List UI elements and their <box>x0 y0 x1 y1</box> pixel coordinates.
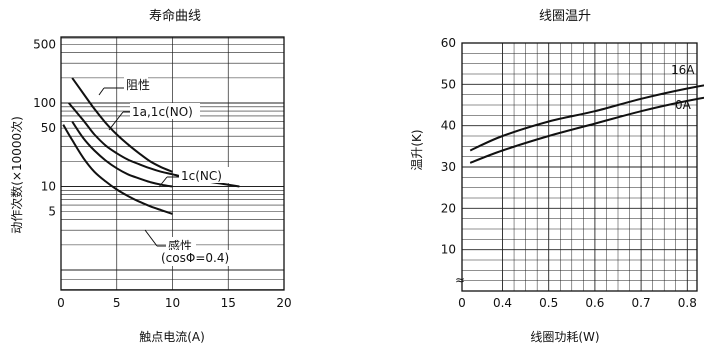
series-label-16a: 16A <box>671 63 695 77</box>
x-tick-label: 0.4 <box>493 296 512 310</box>
x-tick-label: 0.8 <box>678 296 697 310</box>
y-tick-label: 40 <box>441 119 456 133</box>
leader-line <box>158 176 168 188</box>
life-curve-title: 寿命曲线 <box>149 8 201 24</box>
x-tick-label: 20 <box>276 296 291 310</box>
life-curve-x-axis-label: 触点电流(A) <box>139 330 205 344</box>
annotation-bg <box>166 237 196 253</box>
x-tick-label: 0.7 <box>632 296 651 310</box>
coil-temp-rise-plot-frame <box>461 42 698 292</box>
annotation-bg <box>179 167 231 183</box>
y-tick-label: 60 <box>441 36 456 50</box>
leader-line <box>144 229 158 247</box>
x-origin-label: 0 <box>458 296 466 310</box>
y-tick-label: 5 <box>48 205 56 219</box>
series-line-0 <box>469 84 704 152</box>
coil-temp-rise-chart: 线圈温升 0.40.50.60.70.80.9102030405060 0 ≈ … <box>410 9 704 344</box>
series-label-0a: 0A <box>675 98 692 112</box>
annotation-bg <box>124 76 148 92</box>
coil-temp-rise-y-axis-label: 温升(K) <box>410 129 424 170</box>
annotation-power-factor: (cosΦ=0.4) <box>161 251 229 265</box>
coil-temp-rise-series-labels: 16A 0A <box>671 63 695 112</box>
leader-line <box>108 111 124 131</box>
life-curve-grid <box>60 37 285 290</box>
y-tick-label: 50 <box>441 77 456 91</box>
y-tick-label: 100 <box>33 96 56 110</box>
coil-temp-rise-title: 线圈温升 <box>539 9 591 24</box>
annotation-resistive: 阻性 <box>126 78 150 92</box>
life-curve-annotations: 阻性 1a,1c(NO) 1c(NC) 感性 (cosΦ=0.4) <box>98 76 253 266</box>
coil-temp-rise-x-axis-label: 线圈功耗(W) <box>530 330 599 344</box>
axis-break-mark: ≈ <box>455 273 465 287</box>
coil-temp-rise-grid <box>462 43 697 291</box>
series-line-3 <box>62 124 173 215</box>
series-line-1 <box>469 96 704 164</box>
x-tick-label: 0 <box>57 296 65 310</box>
series-line-2 <box>71 120 173 188</box>
life-curve-series <box>62 77 240 215</box>
life-curve-chart: 寿命曲线 0 5 10 15 20 5 10 50 100 500 触点电流(A) 动作次数(×1… <box>9 8 292 344</box>
y-tick-label: 30 <box>441 160 456 174</box>
life-curve-plot-frame <box>60 36 285 291</box>
y-tick-label: 10 <box>41 180 56 194</box>
annotation-no-contact: 1a,1c(NO) <box>132 105 193 119</box>
annotation-bg <box>159 250 253 266</box>
y-tick-label: 20 <box>441 201 456 215</box>
coil-temp-rise-tick-labels: 0.40.50.60.70.80.9102030405060 <box>441 36 697 310</box>
coil-temp-rise-series <box>469 84 704 164</box>
y-tick-label: 500 <box>33 38 56 52</box>
annotation-inductive: 感性 <box>168 238 192 253</box>
x-tick-label: 0.5 <box>539 296 558 310</box>
annotation-nc-contact: 1c(NC) <box>181 169 222 183</box>
x-tick-label: 0.6 <box>585 296 604 310</box>
x-tick-label: 10 <box>165 296 180 310</box>
y-tick-label: 10 <box>441 243 456 257</box>
life-curve-tick-labels: 0 5 10 15 20 5 10 50 100 500 <box>33 38 292 310</box>
y-tick-label: 50 <box>41 121 56 135</box>
leader-line <box>98 87 105 96</box>
life-curve-y-axis-label: 动作次数(×10000次) <box>9 116 24 234</box>
annotation-bg <box>130 103 200 119</box>
x-tick-label: 15 <box>221 296 236 310</box>
x-tick-label: 5 <box>113 296 121 310</box>
series-line-0 <box>71 77 173 173</box>
